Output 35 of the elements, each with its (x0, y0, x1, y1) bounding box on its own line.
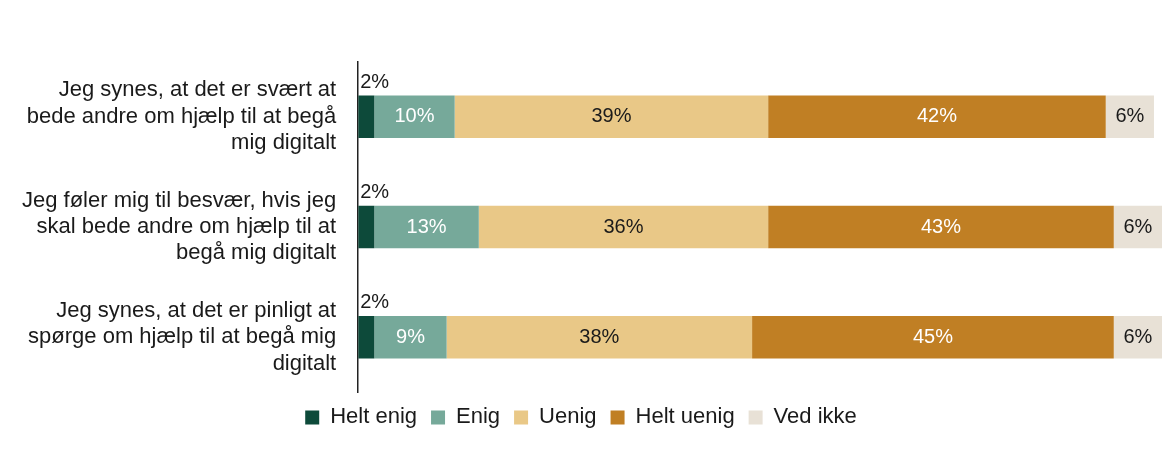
legend-label: Ved ikke (773, 403, 857, 429)
data-label: 38% (579, 324, 620, 347)
y-tick-label: Jeg synes, at det er pinligt at spørge om hjælp til at begå mig digitalt (28, 296, 337, 375)
bar (358, 205, 375, 249)
y-tick-label: Jeg føler mig til besvær, hvis jeg skal bede andre om hjælp til at begå mig digitalt (21, 186, 337, 265)
legend-label: Uenig (539, 403, 597, 429)
bar (374, 95, 455, 139)
bar (374, 205, 479, 249)
data-label: 2% (360, 69, 390, 92)
bar (478, 205, 769, 249)
data-label: 36% (603, 214, 644, 237)
data-label: 6% (1115, 104, 1145, 127)
data-label: 6% (1123, 214, 1153, 237)
legend-label: Enig (456, 403, 501, 429)
legend-label: Helt uenig (635, 403, 735, 429)
data-label: 13% (406, 214, 447, 237)
data-label: 39% (591, 104, 632, 127)
y-tick-label: Jeg synes, at det er svært at bede andre om hjælp til at begå mig digitalt (26, 76, 337, 155)
data-label: 2% (360, 290, 390, 313)
data-label: 6% (1123, 324, 1153, 347)
bar (454, 95, 769, 139)
data-label: 9% (396, 324, 426, 347)
data-label: 2% (360, 180, 390, 203)
legend-label: Helt enig (330, 403, 418, 429)
bar (768, 95, 1106, 139)
bar (768, 205, 1114, 249)
bar (446, 315, 753, 359)
data-label: 43% (920, 214, 962, 237)
bar (374, 315, 447, 359)
data-label: 10% (394, 104, 435, 127)
data-label: 45% (912, 324, 954, 347)
data-label: 42% (916, 104, 958, 127)
bar (358, 315, 375, 359)
bar (358, 95, 375, 139)
bar (752, 315, 1114, 359)
